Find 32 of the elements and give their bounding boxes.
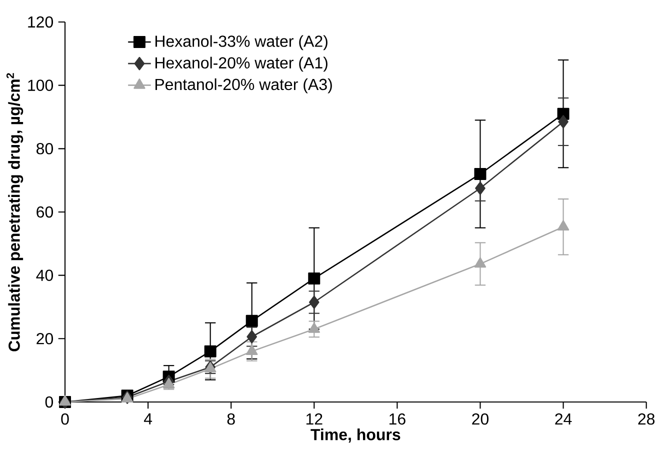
point — [474, 257, 486, 268]
y-tick-label: 120 — [28, 16, 54, 28]
x-tick-label: 16 — [390, 413, 406, 425]
x-tick-label: 20 — [472, 413, 489, 425]
x-tick-label: 12 — [306, 413, 322, 425]
y-tick-label: 60 — [36, 206, 54, 218]
y-tick-label: 20 — [36, 332, 54, 344]
point — [308, 272, 320, 284]
point — [558, 115, 568, 128]
y-tick-label: 40 — [36, 270, 54, 281]
x-tick-label: 0 — [61, 413, 69, 425]
y-axis-title: Cumulative penetrating drug, µg/cm$^{2}$ — [6, 73, 24, 352]
point — [162, 378, 175, 388]
x-tick-label: 8 — [227, 413, 235, 425]
x-tick-label: 4 — [144, 413, 152, 424]
point — [246, 344, 258, 355]
point — [308, 296, 320, 309]
point — [474, 168, 486, 180]
point — [557, 220, 570, 231]
point — [246, 314, 258, 327]
legend-label: Hexanol-20% water (A1) — [155, 56, 328, 72]
legend-label: Pentanol-20% water (A3) — [155, 78, 332, 94]
point — [204, 345, 216, 358]
point — [246, 330, 258, 344]
legend-label: Hexanol-33% water (A2) — [155, 35, 328, 50]
x-tick-label: 24 — [555, 413, 572, 425]
y-tick-label: 0 — [45, 396, 54, 408]
x-tick-label: 28 — [638, 413, 655, 425]
y-tick-label: 100 — [28, 80, 54, 91]
x-axis-title: Time, hours — [310, 428, 400, 443]
point — [475, 182, 486, 195]
y-tick-label: 80 — [36, 142, 54, 154]
